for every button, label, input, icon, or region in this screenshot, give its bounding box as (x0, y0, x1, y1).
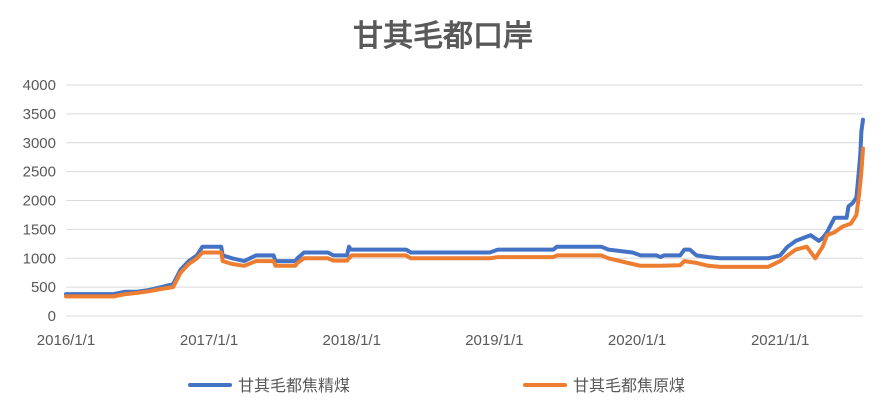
y-tick-label: 4000 (23, 77, 56, 94)
series-line-2 (64, 146, 865, 299)
legend: 甘其毛都焦精煤 甘其毛都焦原煤 (188, 376, 685, 395)
series-lines (64, 117, 865, 299)
x-axis-ticks: 2016/1/1 2017/1/1 2018/1/1 2019/1/1 2020/1/1… (37, 332, 810, 349)
legend-label-1: 甘其毛都焦精煤 (238, 376, 350, 395)
x-tick-label: 2021/1/1 (751, 332, 809, 349)
gridlines (66, 84, 863, 317)
x-tick-label: 2017/1/1 (180, 332, 238, 349)
chart-title: 甘其毛都口岸 (353, 19, 533, 54)
y-tick-label: 2000 (23, 193, 56, 210)
y-tick-label: 3000 (23, 135, 56, 152)
y-tick-label: 0 (48, 308, 56, 325)
x-tick-label: 2016/1/1 (37, 332, 95, 349)
series-line-1 (64, 117, 865, 297)
legend-label-2: 甘其毛都焦原煤 (573, 376, 685, 395)
y-axis-ticks: 0 500 1000 1500 2000 2500 3000 3500 4000 (23, 77, 56, 325)
y-tick-label: 3500 (23, 106, 56, 123)
x-tick-label: 2020/1/1 (608, 332, 666, 349)
x-tick-label: 2018/1/1 (323, 332, 381, 349)
y-tick-label: 2500 (23, 164, 56, 181)
y-tick-label: 1000 (23, 250, 56, 267)
x-tick-label: 2019/1/1 (465, 332, 523, 349)
y-tick-label: 500 (31, 279, 56, 296)
y-tick-label: 1500 (23, 221, 56, 238)
